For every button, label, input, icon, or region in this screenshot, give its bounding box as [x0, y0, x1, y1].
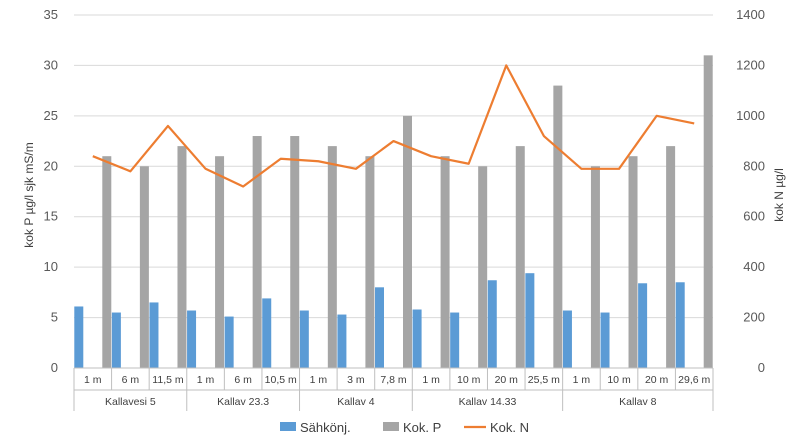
y2-tick-2: 400	[743, 259, 765, 274]
y-tick-0: 0	[51, 360, 58, 375]
x-category-10: 10 m	[457, 374, 481, 386]
y2-tick-5: 1000	[736, 108, 765, 123]
y-tick-4: 20	[44, 158, 58, 173]
x-group-0: Kallavesi 5	[105, 396, 156, 408]
x-category-11: 20 m	[495, 374, 519, 386]
bar-sahkonj-6	[299, 310, 309, 368]
bar-kok-p-11	[515, 146, 525, 368]
legend-swatch-0	[280, 422, 296, 431]
x-group-4: Kallav 8	[619, 396, 657, 408]
y2-tick-3: 600	[743, 209, 765, 224]
bar-sahkonj-9	[412, 309, 422, 368]
y-tick-6: 30	[44, 57, 58, 72]
bar-sahkonj-14	[600, 312, 610, 368]
x-category-labels: 1 m 6 m 11,5 m 1 m 6 m 10,5 m 1 m 3 m 7,8 m 1 m 10…	[84, 374, 710, 386]
x-category-15: 20 m	[645, 374, 669, 386]
x-category-0: 1 m	[84, 374, 102, 386]
y-tick-labels: 0 5 10 15 20 25 30 35	[44, 7, 58, 375]
x-category-14: 10 m	[607, 374, 631, 386]
bar-kok-p-6	[327, 146, 337, 368]
bar-sahkonj-11	[487, 280, 497, 368]
x-category-3: 1 m	[197, 374, 215, 386]
y2-tick-0: 0	[758, 360, 765, 375]
bar-kok-p-8	[403, 115, 412, 368]
bar-kok-p-2	[177, 146, 187, 368]
axes	[73, 367, 714, 411]
y2-tick-1: 200	[743, 310, 765, 325]
bar-sahkonj-10	[450, 312, 460, 368]
bar-kok-p-14	[628, 156, 638, 368]
y-tick-5: 25	[44, 108, 58, 123]
bar-sahkonj-15	[638, 283, 648, 368]
y-tick-7: 35	[44, 7, 58, 22]
x-category-7: 3 m	[347, 374, 365, 386]
bar-sahkonj-4	[224, 316, 234, 368]
bar-kok-p-4	[252, 136, 262, 368]
bar-sahkonj-0	[74, 306, 84, 368]
x-group-1: Kallav 23.3	[217, 396, 269, 408]
bar-sahkonj-8	[375, 287, 384, 368]
bar-kok-p-10	[478, 166, 488, 368]
bar-sahkonj-13	[562, 310, 572, 368]
y2-axis-label: kok N µg/l	[772, 168, 786, 222]
bar-kok-p-0	[102, 156, 112, 368]
bar-kok-p-13	[590, 166, 600, 368]
bar-kok-p-7	[365, 156, 375, 368]
x-category-6: 1 m	[310, 374, 328, 386]
x-category-5: 10,5 m	[265, 374, 297, 386]
legend-label-2: Kok. N	[490, 420, 529, 435]
bar-sahkonj-2	[149, 302, 159, 368]
y2-tick-7: 1400	[736, 7, 765, 22]
bar-kok-p-5	[290, 136, 300, 368]
x-category-16: 29,6 m	[678, 374, 710, 386]
bar-sahkonj-5	[262, 298, 272, 368]
legend: Sähkönj. Kok. P Kok. N	[280, 420, 529, 435]
x-category-8: 7,8 m	[380, 374, 407, 386]
bar-sahkonj-1	[111, 312, 121, 368]
x-category-13: 1 m	[573, 374, 591, 386]
bar-sahkonj-3	[187, 310, 197, 368]
x-category-4: 6 m	[234, 374, 252, 386]
series-line	[92, 64, 695, 188]
y2-tick-6: 1200	[736, 57, 765, 72]
legend-label-0: Sähkönj.	[300, 420, 351, 435]
bar-sahkonj-12	[525, 273, 535, 368]
x-category-12: 25,5 m	[528, 374, 560, 386]
legend-label-1: Kok. P	[403, 420, 441, 435]
bar-kok-p-16	[703, 55, 713, 368]
y2-tick-4: 800	[743, 158, 765, 173]
bars	[74, 55, 713, 368]
x-category-1: 6 m	[122, 374, 140, 386]
bar-kok-p-12	[553, 85, 563, 368]
bar-kok-p-15	[666, 146, 676, 368]
y-axis-label: kok P µg/l sjk mS/m	[22, 142, 36, 247]
x-group-2: Kallav 4	[337, 396, 375, 408]
bar-kok-p-3	[215, 156, 225, 368]
y-tick-2: 10	[44, 259, 58, 274]
legend-swatch-1	[383, 422, 399, 431]
bar-sahkonj-16	[675, 282, 685, 368]
y-tick-3: 15	[44, 209, 58, 224]
x-group-labels: Kallavesi 5 Kallav 23.3 Kallav 4 Kallav 14.…	[105, 396, 657, 408]
bar-kok-p-9	[440, 156, 450, 368]
y2-tick-labels: 0 200 400 600 800 1000 1200 1400	[736, 7, 765, 375]
gridlines	[74, 14, 713, 369]
x-group-3: Kallav 14.33	[459, 396, 517, 408]
line-kok-n	[92, 64, 695, 188]
y-tick-1: 5	[51, 310, 58, 325]
x-category-9: 1 m	[422, 374, 440, 386]
bar-sahkonj-7	[337, 314, 347, 368]
bar-kok-p-1	[139, 166, 149, 368]
x-category-2: 11,5 m	[152, 374, 184, 386]
